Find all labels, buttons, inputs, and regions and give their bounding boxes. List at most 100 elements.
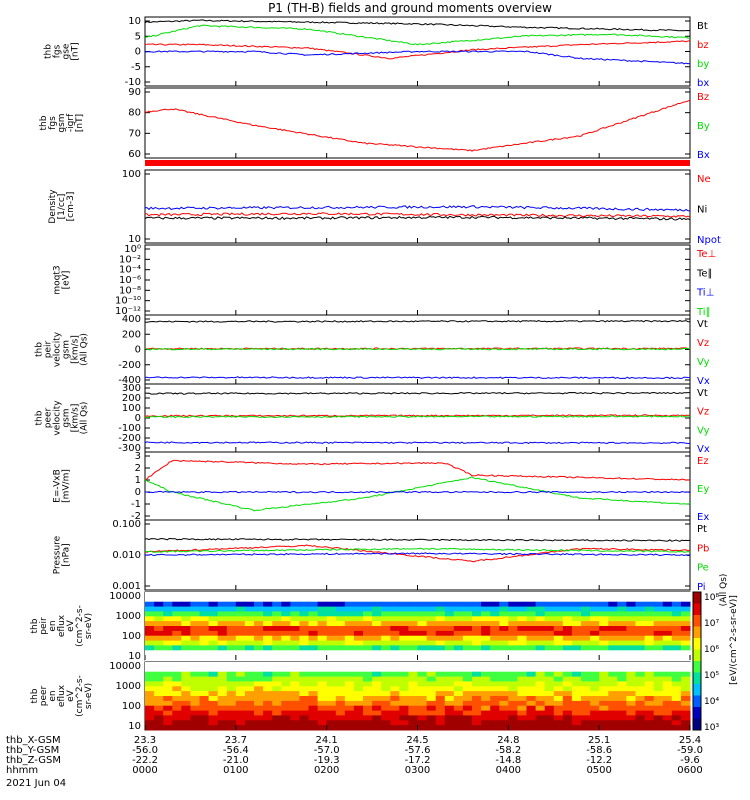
spectrogram-cell <box>290 715 300 721</box>
spectrogram-cell <box>326 592 337 598</box>
spectrogram-cell <box>381 655 391 661</box>
spectrogram-cell <box>344 681 355 687</box>
spectrogram-cell <box>453 720 464 726</box>
spectrogram-cell <box>399 621 409 627</box>
spectrogram-cell <box>535 676 546 682</box>
spectrogram-cell <box>390 630 400 637</box>
spectrogram-cell <box>590 635 600 642</box>
spectrogram-cell <box>453 601 464 608</box>
legend-entry: Bx <box>697 150 710 161</box>
spectrogram-cell <box>172 626 182 632</box>
spectrogram-cell <box>535 630 546 637</box>
spectrogram-cell <box>272 710 282 716</box>
spectrogram-cell <box>145 700 155 707</box>
spectrogram-cell <box>453 696 464 702</box>
ytick-label: 0 <box>135 47 141 58</box>
spectrogram-cell <box>453 662 464 668</box>
spectrogram-cell <box>553 691 564 697</box>
spectrogram-cell <box>244 686 255 692</box>
spectrogram-cell <box>244 671 255 678</box>
spectrogram-cell <box>199 592 210 598</box>
spectrogram-cell <box>172 650 182 656</box>
spectrogram-cell <box>181 681 191 687</box>
ytick-label: -300 <box>118 443 141 454</box>
spectrogram-cell <box>154 592 164 598</box>
spectrogram-cell <box>335 626 346 632</box>
spectrogram-cell <box>608 640 618 646</box>
spectrogram-cell <box>335 640 346 646</box>
spectrogram-cell <box>172 621 182 627</box>
spectrogram-cell <box>154 611 164 617</box>
spectrogram-cell <box>208 676 219 682</box>
spectrogram-cell <box>363 611 373 617</box>
spectrogram-cell <box>372 676 382 682</box>
spectrogram-cell <box>608 655 618 661</box>
spectrogram-cell <box>671 700 682 707</box>
spectrogram-cell <box>244 676 255 682</box>
spectrogram-cell <box>190 611 200 617</box>
spectrogram-cell <box>363 630 373 637</box>
spectrogram-cell <box>308 626 319 632</box>
spectrogram-cell <box>208 616 219 622</box>
spectrogram-cell <box>226 621 237 627</box>
spectrogram-cell <box>163 655 173 661</box>
spectrogram-cell <box>626 596 636 603</box>
spectrogram-cell <box>317 650 328 656</box>
spectrogram-cell <box>190 630 200 637</box>
spectrogram-cell <box>481 626 491 632</box>
spectrogram-cell <box>317 715 328 721</box>
spectrogram-cell <box>190 655 200 661</box>
spectrogram-cell <box>481 616 491 622</box>
spectrogram-cell <box>481 720 491 726</box>
spectrogram-cell <box>544 686 555 692</box>
spectrogram-cell <box>181 640 191 646</box>
spectrogram-cell <box>599 681 609 687</box>
spectrogram-cell <box>390 621 400 627</box>
spectrogram-cell <box>608 676 618 682</box>
legend-entry: bz <box>697 40 709 51</box>
spectrogram-cell <box>399 710 409 716</box>
spectrogram-cell <box>581 681 591 687</box>
spectrogram-cell <box>408 650 418 656</box>
spectrogram-cell <box>335 606 346 612</box>
spectrogram-cell <box>244 662 255 668</box>
ylabel-line: thb <box>35 342 45 357</box>
spectrogram-cell <box>481 710 491 716</box>
spectrogram-cell <box>662 681 673 687</box>
spectrogram-cell <box>581 596 591 603</box>
spectrogram-cell <box>635 630 646 637</box>
spectrogram-cell <box>680 720 691 726</box>
spectrogram-cell <box>626 696 636 702</box>
spectrogram-cell <box>517 645 527 651</box>
spectrogram-cell <box>644 705 655 712</box>
spectrogram-cell <box>290 606 300 612</box>
spectrogram-cell <box>181 611 191 617</box>
ylabel-line: [nT] <box>75 114 85 132</box>
spectrogram-cell <box>163 626 173 632</box>
spectrogram-cell <box>544 720 555 726</box>
spectrogram-cell <box>299 681 309 687</box>
spectrogram-cell <box>581 705 591 712</box>
spectrogram-cell <box>453 681 464 687</box>
spectrogram-cell <box>626 666 636 673</box>
spectrogram-cell <box>671 705 682 712</box>
spectrogram-cell <box>154 645 164 651</box>
spectrogram-cell <box>644 635 655 642</box>
spectrogram-cell <box>254 725 264 731</box>
spectrogram-cell <box>517 640 527 646</box>
spectrogram-cell <box>335 725 346 731</box>
spectrogram-cell <box>417 635 428 642</box>
spectrogram-cell <box>299 715 309 721</box>
spectrogram-cell <box>426 650 437 656</box>
spectrogram-cell <box>272 645 282 651</box>
spectrogram-cell <box>472 626 482 632</box>
spectrogram-cell <box>680 592 691 598</box>
spectrogram-cell <box>472 710 482 716</box>
spectrogram-cell <box>435 635 446 642</box>
spectrogram-cell <box>535 592 546 598</box>
series-line <box>144 319 690 323</box>
spectrogram-cell <box>417 650 428 656</box>
spectrogram-cell <box>281 676 291 682</box>
spectrogram-cell <box>381 596 391 603</box>
spectrogram-cell <box>226 696 237 702</box>
